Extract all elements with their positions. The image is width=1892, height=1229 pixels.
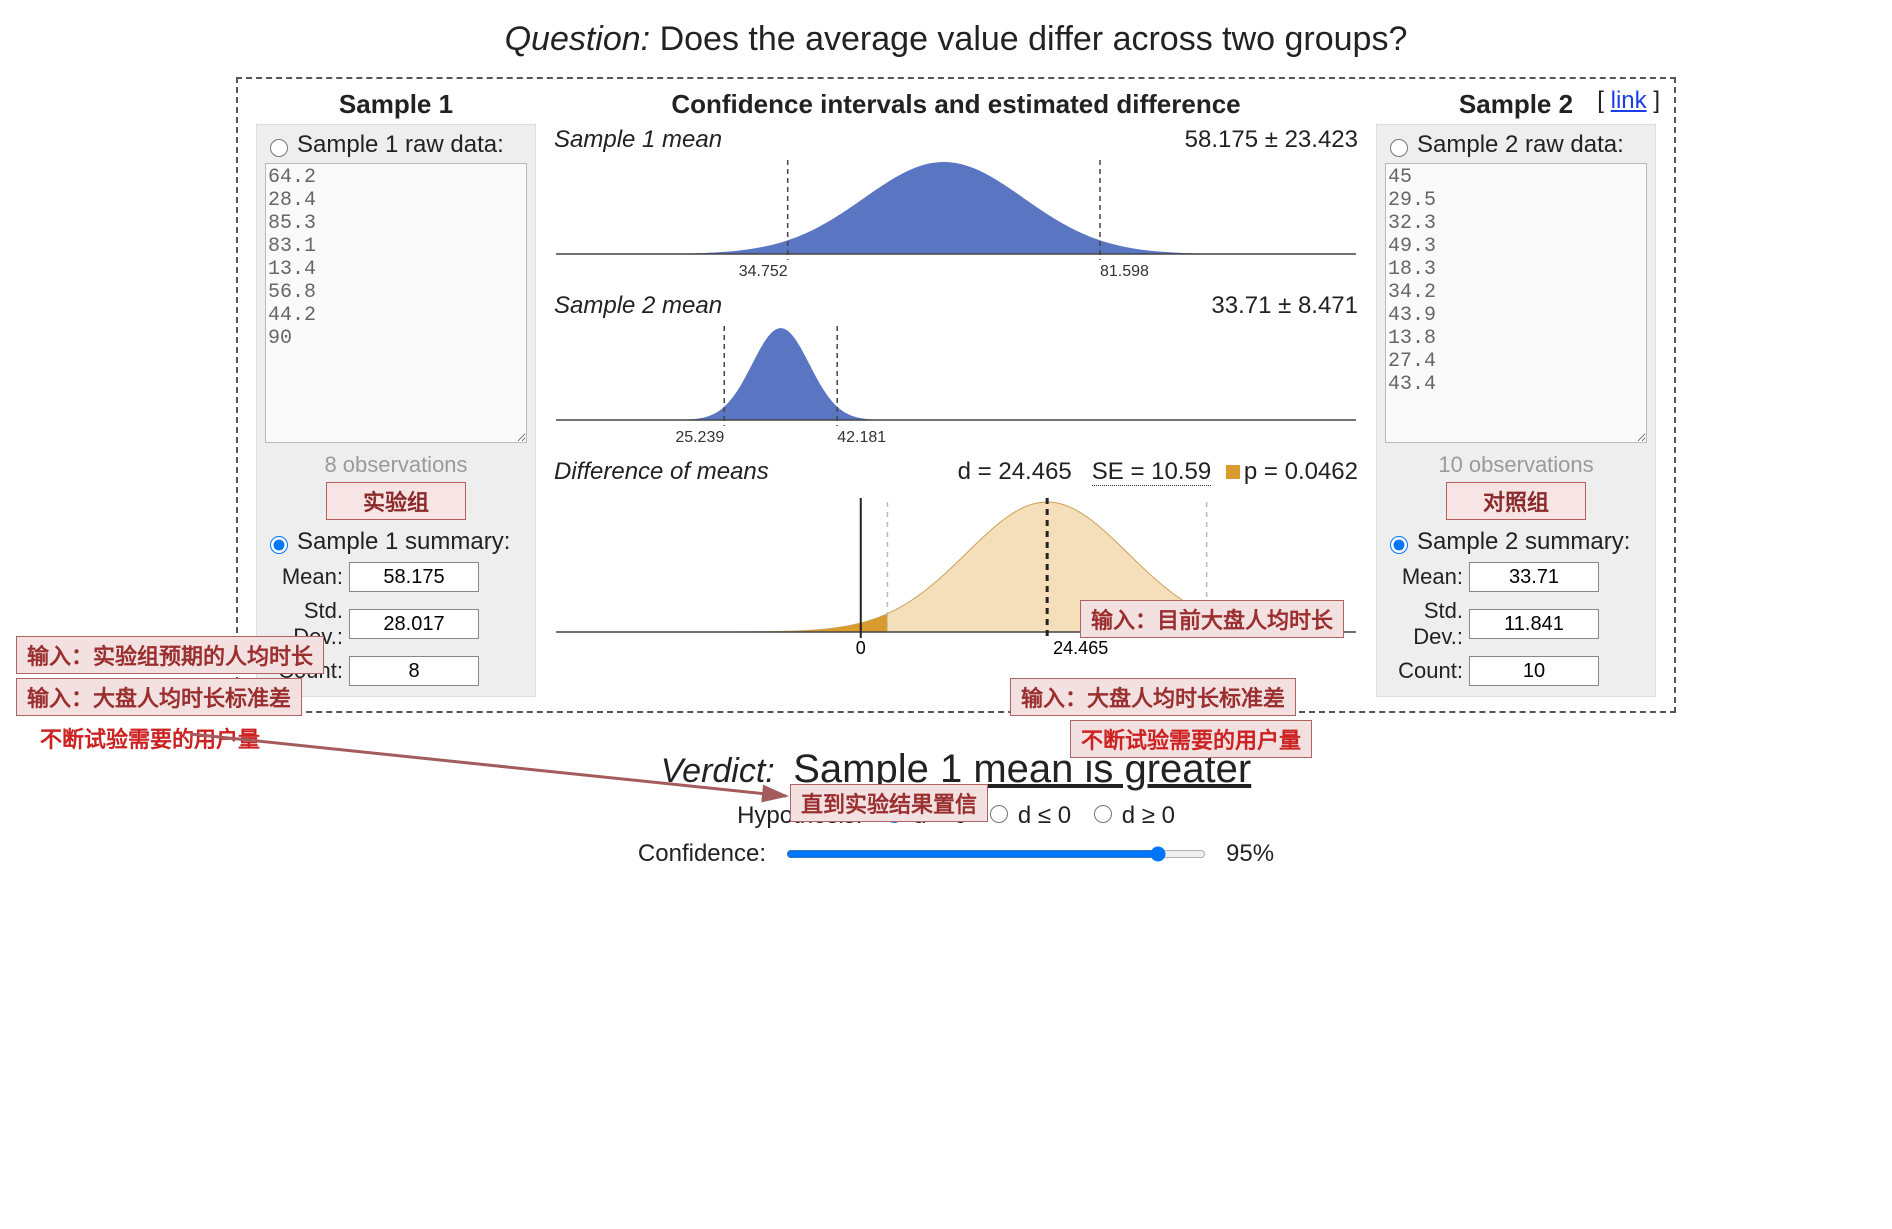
sample2-raw-radio[interactable] bbox=[1390, 139, 1408, 157]
svg-text:0: 0 bbox=[856, 638, 866, 658]
sample2-raw-label: Sample 2 raw data: bbox=[1417, 131, 1624, 159]
ann-left-std: 输入：大盘人均时长标准差 bbox=[16, 678, 302, 716]
dist2-block: Sample 2 mean 33.71 ± 8.471 25.239 42.181 bbox=[554, 292, 1358, 450]
sample2-panel: Sample 2 raw data: 10 observations 对照组 S… bbox=[1376, 124, 1656, 697]
diff-label: Difference of means bbox=[554, 458, 769, 486]
ann-right-count: 不断试验需要的用户量 bbox=[1070, 720, 1312, 758]
s1-mean-input[interactable] bbox=[349, 562, 479, 592]
s1-std-input[interactable] bbox=[349, 609, 479, 639]
svg-text:34.752: 34.752 bbox=[739, 263, 788, 280]
s2-mean-input[interactable] bbox=[1469, 562, 1599, 592]
main-panel: [ link ] Sample 1 Sample 1 raw data: 8 o… bbox=[236, 77, 1676, 713]
ann-left-count: 不断试验需要的用户量 bbox=[30, 720, 270, 756]
sample2-obs: 10 observations bbox=[1385, 452, 1647, 478]
sample2-summary-label: Sample 2 summary: bbox=[1417, 528, 1630, 556]
diff-stats: d = 24.465 SE = 10.59 p = 0.0462 bbox=[958, 458, 1358, 486]
s2-std-input[interactable] bbox=[1469, 609, 1599, 639]
sample2-badge: 对照组 bbox=[1446, 482, 1586, 520]
hyp-radio-3[interactable] bbox=[1094, 805, 1112, 823]
svg-text:24.465: 24.465 bbox=[1053, 638, 1108, 658]
link-wrap: [ link ] bbox=[1597, 87, 1660, 115]
permalink[interactable]: link bbox=[1611, 87, 1647, 114]
diff-p: p = 0.0462 bbox=[1244, 458, 1358, 485]
sample2-summary-radio[interactable] bbox=[1390, 536, 1408, 554]
confidence-slider[interactable] bbox=[786, 846, 1206, 862]
question-label: Question: bbox=[505, 20, 651, 58]
sample1-column: Sample 1 Sample 1 raw data: 8 observatio… bbox=[256, 89, 536, 697]
sample1-header: Sample 1 bbox=[256, 89, 536, 120]
ann-left-mean: 输入：实验组预期的人均时长 bbox=[16, 636, 324, 674]
sample1-summary-label: Sample 1 summary: bbox=[297, 528, 510, 556]
sample1-raw-label: Sample 1 raw data: bbox=[297, 131, 504, 159]
s2-std-label: Std. Dev.: bbox=[1385, 598, 1463, 650]
s2-count-label: Count: bbox=[1385, 658, 1463, 684]
sample1-raw-textarea[interactable] bbox=[265, 163, 527, 443]
question-text: Does the average value differ across two… bbox=[660, 20, 1408, 58]
page-root: Question: Does the average value differ … bbox=[10, 20, 1892, 868]
sample1-raw-radio[interactable] bbox=[270, 139, 288, 157]
verdict-label: Verdict: bbox=[661, 752, 775, 790]
p-color-icon bbox=[1226, 465, 1240, 479]
mid-header: Confidence intervals and estimated diffe… bbox=[554, 89, 1358, 120]
hyp-text-3: d ≥ 0 bbox=[1122, 802, 1175, 829]
dist1-label: Sample 1 mean bbox=[554, 126, 722, 154]
diff-se: SE = 10.59 bbox=[1092, 458, 1211, 486]
sample1-summary-radio[interactable] bbox=[270, 536, 288, 554]
sample2-column: Sample 2 Sample 2 raw data: 10 observati… bbox=[1376, 89, 1656, 697]
ann-right-std: 输入：大盘人均时长标准差 bbox=[1010, 678, 1296, 716]
hyp-text-2: d ≤ 0 bbox=[1018, 802, 1071, 829]
dist1-block: Sample 1 mean 58.175 ± 23.423 34.752 81.5… bbox=[554, 126, 1358, 284]
hyp-opt-3[interactable]: d ≥ 0 bbox=[1089, 802, 1175, 830]
s1-count-input[interactable] bbox=[349, 656, 479, 686]
dist1-value: 58.175 ± 23.423 bbox=[1185, 126, 1358, 154]
sample2-raw-textarea[interactable] bbox=[1385, 163, 1647, 443]
sample1-badge: 实验组 bbox=[326, 482, 466, 520]
svg-text:81.598: 81.598 bbox=[1100, 263, 1149, 280]
dist2-value: 33.71 ± 8.471 bbox=[1211, 292, 1358, 320]
sample1-panel: Sample 1 raw data: 8 observations 实验组 Sa… bbox=[256, 124, 536, 697]
hyp-radio-2[interactable] bbox=[990, 805, 1008, 823]
s2-mean-label: Mean: bbox=[1385, 564, 1463, 590]
svg-text:25.239: 25.239 bbox=[675, 429, 724, 446]
confidence-label: Confidence: bbox=[638, 840, 766, 868]
svg-text:42.181: 42.181 bbox=[837, 429, 886, 446]
ann-verdict: 直到实验结果置信 bbox=[790, 784, 988, 822]
dist2-label: Sample 2 mean bbox=[554, 292, 722, 320]
confidence-row: Confidence: 95% bbox=[10, 840, 1892, 868]
diff-d: d = 24.465 bbox=[958, 458, 1072, 485]
question-line: Question: Does the average value differ … bbox=[10, 20, 1892, 59]
dist1-chart: 34.752 81.598 bbox=[554, 154, 1358, 284]
s1-mean-label: Mean: bbox=[265, 564, 343, 590]
hyp-opt-2[interactable]: d ≤ 0 bbox=[985, 802, 1071, 830]
confidence-display: 95% bbox=[1226, 840, 1274, 868]
ann-right-mean: 输入：目前大盘人均时长 bbox=[1080, 600, 1344, 638]
dist2-chart: 25.239 42.181 bbox=[554, 320, 1358, 450]
s2-count-input[interactable] bbox=[1469, 656, 1599, 686]
sample1-obs: 8 observations bbox=[265, 452, 527, 478]
